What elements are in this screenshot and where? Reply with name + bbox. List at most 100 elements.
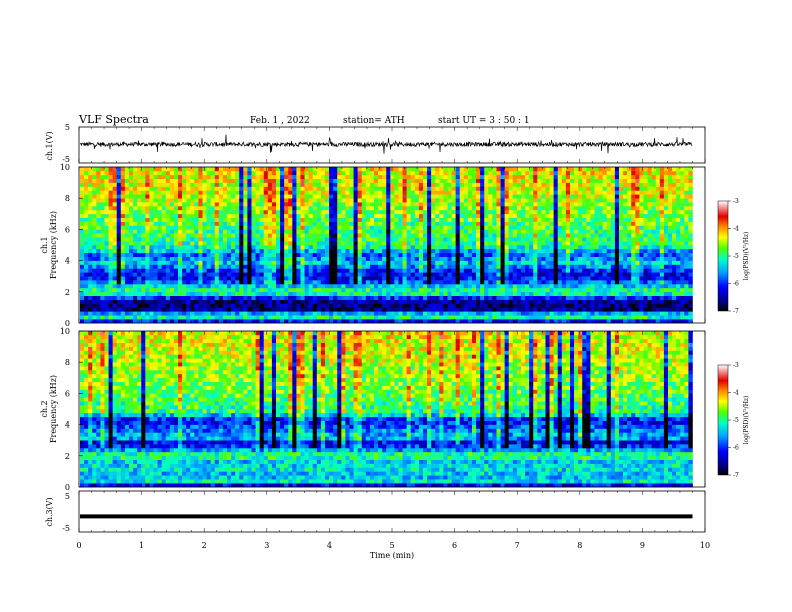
ch1-spectrogram-cell [120,229,126,234]
ch1-spectrogram-cell [463,248,469,254]
ch1-spectrogram-cell [427,225,432,230]
ch1-spectrogram-cell [149,287,154,293]
ch1-spectrogram-cell [394,186,399,191]
ch1-spectrogram-cell [300,217,305,222]
ch1-spectrogram-cell [190,186,195,191]
ch1-spectrogram-cell [369,178,375,183]
ch1-spectrogram-cell [422,287,428,293]
ch1-spectrogram-cell [153,229,158,234]
ch1-spectrogram-cell [488,287,493,293]
ch1-spectrogram-cell [251,284,256,289]
ch1-spectrogram-cell [308,194,314,199]
ch1-spectrogram-cell [80,174,85,179]
ch1-spectrogram-cell [357,233,363,238]
ch1-spectrogram-cell [235,264,240,269]
ch1-spectrogram-cell [308,291,314,296]
ch1-spectrogram-cell [137,167,142,172]
ch1-spectrogram-cell [561,307,567,312]
ch1-spectrogram-cell [100,233,105,238]
ch1-spectrogram-cell [520,225,526,230]
ch1-spectrogram-cell [300,311,305,316]
ch1-spectrogram-cell [357,221,363,226]
ch1-spectrogram-cell [529,287,534,293]
ch1-spectrogram-cell [190,260,195,265]
ch1-spectrogram-cell [586,248,591,254]
ch1-spectrogram-cell [439,252,444,257]
ch1-spectrogram-cell [529,248,534,254]
ch1-spectrogram-cell [369,295,375,300]
ch1-spectrogram-cell [582,299,587,304]
ch1-spectrogram-cell [422,260,428,265]
ch1-spectrogram-cell [402,248,407,254]
ch1-spectrogram-cell [402,202,407,207]
ch1-spectrogram-cell [149,272,154,277]
ch1-spectrogram-cell [194,233,199,238]
ch1-spectrogram-cell [471,170,477,176]
ch1-spectrogram-cell [194,319,199,324]
ch1-spectrogram-cell [537,233,542,238]
ch1-spectrogram-cell [84,284,89,289]
ch1-spectrogram-cell [308,311,314,316]
ch1-spectrogram-cell [194,303,199,308]
ch1-spectrogram-cell [345,295,350,300]
ch1-spectrogram-cell [451,233,456,238]
ch1-spectrogram-cell [467,272,473,277]
ch1-spectrogram-cell [480,186,485,191]
ch1-spectrogram-cell [333,167,338,172]
ch1-spectrogram-cell [206,221,211,226]
ch1-spectrogram-cell [84,209,89,215]
ch1-spectrogram-cell [329,167,334,172]
ch1-spectrogram-cell [186,229,191,234]
ch1-spectrogram-cell [324,245,330,250]
ch1-spectrogram-cell [512,272,518,277]
ch1-spectrogram-cell [259,245,265,250]
ch1-spectrogram-cell [349,233,354,238]
ch1-spectrogram-cell [463,209,469,215]
ch1-spectrogram-cell [271,280,277,285]
ch1-spectrogram-cell [508,284,514,289]
ch1-spectrogram-cell [578,245,583,250]
ch1-spectrogram-cell [569,221,575,226]
ch1-spectrogram-cell [496,206,501,211]
ch1-spectrogram-cell [488,170,493,176]
ch1-spectrogram-cell [373,213,379,218]
ch1-spectrogram-cell [353,167,358,172]
ch1-spectrogram-cell [349,186,354,191]
ch1-spectrogram-cell [463,252,469,257]
ch1-spectrogram-cell [202,170,207,176]
ch1-spectrogram-cell [418,241,424,246]
ch1-spectrogram-cell [496,280,501,285]
ch1-spectrogram-cell [304,284,309,289]
ch1-spectrogram-cell [561,264,567,269]
ch1-spectrogram-cell [398,307,403,312]
ch1-spectrogram-cell [92,252,97,257]
ch1-spectrogram-cell [431,233,436,238]
ch1-spectrogram-cell [275,202,281,207]
ch1-spectrogram-cell [427,252,432,257]
ch1-spectrogram-cell [382,272,387,277]
ch1-spectrogram-cell [435,229,440,234]
ch1-spectrogram-cell [557,260,563,265]
ch1-spectrogram-cell [378,194,383,199]
ch1-spectrogram-cell [320,268,326,273]
ch1-spectrogram-cell [427,206,432,211]
ch1-spectrogram-cell [471,202,477,207]
ch1-spectrogram-cell [488,178,493,183]
ch1-spectrogram-cell [516,194,522,199]
ch1-spectrogram-cell [247,190,252,195]
ch1-spectrogram-cell [308,217,314,222]
ch1-spectrogram-cell [459,213,465,218]
ch1-spectrogram-cell [508,190,514,195]
ch1-spectrogram-cell [267,202,273,207]
ch1-spectrogram-cell [373,245,379,250]
ch1-spectrogram-cell [169,217,175,222]
ch1-spectrogram-cell [373,237,379,242]
ch1-spectrogram-cell [418,190,424,195]
ch1-spectrogram-cell [271,209,277,215]
ch1-spectrogram-cell [537,178,542,183]
ch1-spectrogram-cell [153,307,158,312]
ch1-spectrogram-cell [243,202,248,207]
ch1-spectrogram-cell [418,299,424,304]
ch1-spectrogram-cell [275,245,281,250]
ch1-spectrogram-cell [243,170,248,176]
